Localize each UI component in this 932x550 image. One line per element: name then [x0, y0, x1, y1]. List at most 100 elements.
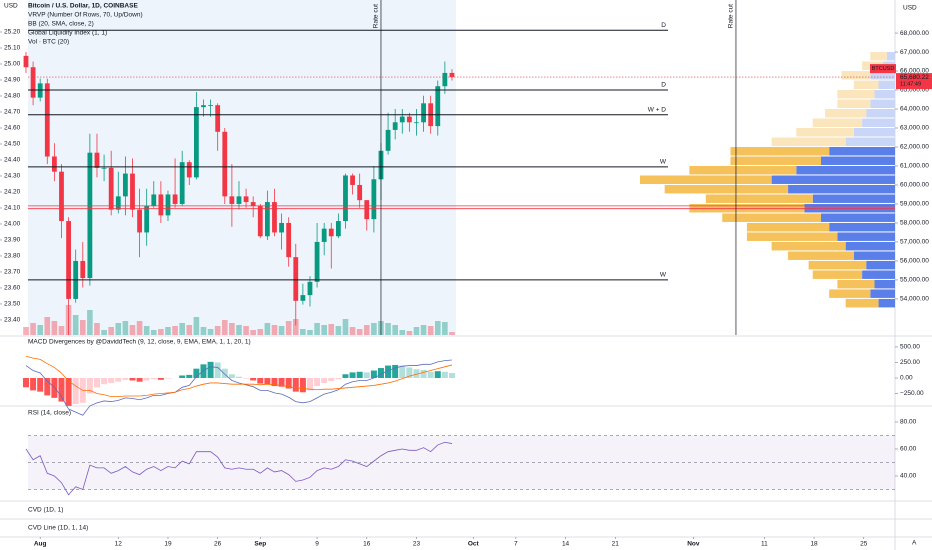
volume-bar	[236, 325, 242, 335]
profile-up	[866, 260, 895, 270]
y2-tick-label: 25.20	[4, 29, 21, 36]
candle-body	[307, 281, 313, 296]
macd-histogram	[101, 377, 108, 385]
macd-histogram	[377, 368, 384, 378]
macd-histogram	[314, 377, 321, 387]
macd-histogram	[129, 377, 136, 381]
volume-bar	[207, 329, 214, 335]
volume-bar	[108, 327, 114, 335]
y2-tick-label: 23.70	[4, 269, 21, 276]
x-tick-label: 23	[413, 541, 421, 548]
y-tick-label: 80.00	[900, 419, 917, 426]
volume-bar	[385, 323, 391, 335]
y-tick-label: 60,000.00	[900, 182, 929, 189]
y-tick-label: 58,000.00	[900, 220, 929, 227]
profile-down	[837, 99, 871, 109]
level-label: D	[661, 22, 666, 29]
macd-histogram	[150, 377, 157, 380]
candle-body	[30, 67, 36, 98]
profile-down	[689, 203, 805, 213]
profile-down	[746, 222, 830, 232]
macd-histogram	[448, 373, 455, 378]
candle-body	[66, 221, 71, 299]
symbol-tag: BTCUSD	[872, 66, 895, 72]
candle-body	[335, 221, 341, 237]
y2-tick-label: 23.90	[4, 237, 21, 244]
candle-body	[151, 194, 157, 206]
volume-bar	[442, 322, 448, 335]
y-tick-label: 54,000.00	[900, 296, 929, 303]
candle-body	[23, 55, 29, 68]
volume-bar	[58, 326, 65, 335]
profile-down	[808, 260, 867, 270]
candle-body	[264, 202, 270, 237]
macd-histogram	[200, 364, 207, 378]
profile-down	[771, 137, 846, 146]
profile-up	[853, 127, 895, 137]
volume-bar	[122, 321, 129, 335]
volume-bar	[335, 326, 342, 335]
countdown: 11:47:49	[900, 82, 921, 88]
profile-down	[837, 90, 875, 99]
macd-histogram	[321, 377, 328, 383]
volume-bar	[321, 325, 327, 335]
volume-bar	[392, 325, 398, 335]
profile-down	[841, 71, 871, 80]
volume-bar	[115, 323, 122, 335]
macd-histogram	[413, 369, 420, 378]
candle-body	[406, 116, 412, 123]
y-tick-label: 55,000.00	[900, 277, 929, 284]
profile-up	[837, 232, 895, 241]
currency: USD	[4, 3, 18, 10]
volume-bar	[186, 325, 193, 335]
x-tick-label: Oct	[468, 541, 480, 548]
macd-histogram	[250, 377, 257, 381]
macd-histogram	[370, 370, 377, 378]
candle-body	[350, 175, 355, 185]
macd-histogram	[264, 377, 271, 385]
profile-down	[788, 251, 854, 260]
level-label: W	[660, 159, 667, 166]
macd-histogram	[115, 377, 122, 382]
profile-up	[853, 251, 895, 260]
candle-body	[236, 196, 242, 204]
y2-tick-label: 24.90	[4, 77, 21, 84]
macd-histogram	[420, 369, 427, 378]
profile-up	[845, 241, 895, 251]
candle-body	[286, 222, 292, 258]
candle-body	[399, 116, 405, 123]
pane-title: CVD (1D, 1)	[28, 507, 63, 514]
profile-down	[812, 270, 863, 279]
candle-body	[328, 228, 334, 237]
pane-title: MACD Divergences by @DaviddTech (9, 12, …	[28, 339, 251, 346]
volume-bar	[79, 320, 86, 335]
profile-up	[870, 71, 895, 80]
candle-body	[208, 105, 213, 107]
profile-up	[886, 52, 895, 61]
scale-mode[interactable]: A	[912, 540, 917, 547]
macd-histogram	[157, 377, 164, 380]
volume-bar	[257, 329, 264, 335]
volume-bar	[363, 325, 370, 335]
candle-body	[172, 194, 178, 204]
volume-bar	[214, 326, 221, 335]
candle-body	[357, 184, 363, 201]
candle-body	[250, 202, 256, 206]
macd-histogram	[58, 377, 65, 402]
event-label: Rate cut	[373, 4, 380, 28]
x-tick-label: 14	[562, 541, 570, 548]
candle-body	[94, 152, 100, 168]
y2-tick-label: 23.60	[4, 285, 21, 292]
macd-histogram	[292, 377, 299, 392]
y-tick-label: 40.00	[900, 473, 917, 480]
volume-bar	[420, 325, 427, 335]
y-tick-label: −250.00	[900, 390, 924, 397]
price-tag: 65,680.22	[900, 74, 929, 81]
macd-histogram	[356, 371, 363, 378]
candle-body	[158, 194, 164, 216]
x-tick-label: 21	[612, 541, 620, 548]
y-tick-label: 60.00	[900, 446, 917, 453]
macd-histogram	[179, 375, 186, 378]
candle-body	[165, 194, 171, 216]
candle-body	[257, 205, 263, 237]
